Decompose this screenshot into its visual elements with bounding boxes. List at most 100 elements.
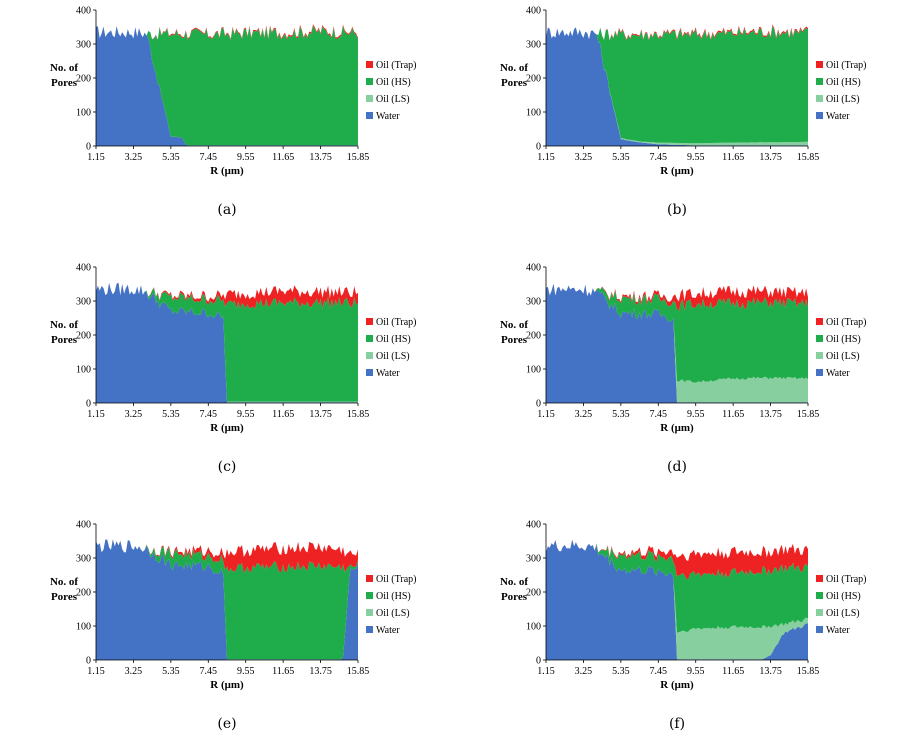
x-tick-label: 9.55	[687, 409, 705, 420]
legend-swatch-trap	[816, 318, 823, 325]
x-tick-label: 13.75	[759, 666, 782, 677]
y-tick-label: 200	[76, 74, 91, 85]
x-tick-label: 5.35	[162, 152, 180, 163]
y-tick-label: 100	[76, 365, 91, 376]
y-tick-label: 0	[536, 656, 541, 667]
y-axis-label: No. of	[50, 62, 78, 74]
y-tick-label: 300	[526, 297, 541, 308]
y-tick-label: 100	[526, 365, 541, 376]
x-tick-label: 13.75	[309, 152, 332, 163]
x-axis-label: R (μm)	[660, 165, 694, 177]
area-hs	[546, 539, 808, 633]
area-trap	[96, 539, 358, 573]
area-water	[96, 282, 358, 403]
y-axis-label: No. of	[500, 319, 528, 331]
y-tick-label: 0	[86, 656, 91, 667]
area-water	[96, 26, 358, 147]
legend-label-hs: Oil (HS)	[376, 334, 411, 345]
x-tick-label: 1.15	[537, 666, 555, 677]
panel-caption: (c)	[218, 459, 237, 475]
y-axis-label-line2: Pores	[501, 591, 528, 603]
legend-label-ls: Oil (LS)	[826, 351, 860, 362]
area-trap	[546, 539, 808, 580]
area-water	[96, 539, 358, 660]
legend-swatch-ls	[816, 352, 823, 359]
legend-swatch-ls	[366, 352, 373, 359]
legend-swatch-ls	[366, 95, 373, 102]
chart-panel-e: 0 100 200 300 400 1.15 3.25 5.35 7.45 9.55 11.65 13…	[50, 520, 417, 733]
x-axis-label: R (μm)	[210, 422, 244, 434]
legend-label-water: Water	[376, 625, 400, 636]
legend-label-hs: Oil (HS)	[376, 77, 411, 88]
y-axis-label: No. of	[50, 576, 78, 588]
x-tick-label: 13.75	[309, 666, 332, 677]
panel-caption: (b)	[667, 202, 687, 218]
panel-caption: (e)	[217, 716, 236, 732]
legend-label-trap: Oil (Trap)	[376, 60, 416, 71]
area-hs	[96, 282, 358, 402]
legend-label-hs: Oil (HS)	[376, 591, 411, 602]
x-axis-label: R (μm)	[210, 165, 244, 177]
y-axis-label-line2: Pores	[501, 77, 528, 89]
legend-label-water: Water	[826, 625, 850, 636]
y-tick-label: 400	[526, 520, 541, 531]
x-tick-label: 7.45	[200, 666, 218, 677]
legend-swatch-trap	[816, 575, 823, 582]
chart-panel-a: 0 100 200 300 400 1.15 3.25 5.35 7.45 9.55 11.65 13…	[50, 6, 417, 219]
legend-label-trap: Oil (Trap)	[826, 60, 866, 71]
x-tick-label: 11.65	[722, 409, 744, 420]
y-axis-label-line2: Pores	[501, 334, 528, 346]
legend-swatch-hs	[816, 335, 823, 342]
y-axis-label-line2: Pores	[51, 77, 78, 89]
x-tick-label: 3.25	[125, 409, 143, 420]
y-tick-label: 400	[526, 263, 541, 274]
legend-swatch-water	[366, 369, 373, 376]
legend-swatch-trap	[366, 575, 373, 582]
y-tick-label: 300	[526, 554, 541, 565]
legend-swatch-water	[816, 369, 823, 376]
x-tick-label: 11.65	[272, 152, 294, 163]
y-axis-label: No. of	[500, 576, 528, 588]
y-axis-label: No. of	[500, 62, 528, 74]
legend-label-ls: Oil (LS)	[826, 608, 860, 619]
legend-label-ls: Oil (LS)	[826, 94, 860, 105]
legend-swatch-ls	[816, 609, 823, 616]
x-tick-label: 3.25	[575, 666, 593, 677]
legend-label-water: Water	[376, 111, 400, 122]
legend-swatch-water	[366, 626, 373, 633]
area-water	[546, 539, 808, 660]
x-tick-label: 9.55	[237, 152, 255, 163]
legend-label-water: Water	[826, 368, 850, 379]
x-tick-label: 7.45	[200, 409, 218, 420]
x-tick-label: 11.65	[722, 666, 744, 677]
x-tick-label: 11.65	[272, 666, 294, 677]
y-tick-label: 200	[76, 588, 91, 599]
x-tick-label: 1.15	[87, 409, 105, 420]
y-tick-label: 0	[86, 399, 91, 410]
x-tick-label: 9.55	[687, 152, 705, 163]
legend-swatch-water	[816, 112, 823, 119]
x-tick-label: 13.75	[759, 152, 782, 163]
chart-panel-d: 0 100 200 300 400 1.15 3.25 5.35 7.45 9.55 11.65 13…	[500, 263, 867, 476]
x-tick-label: 15.85	[347, 152, 370, 163]
legend-label-hs: Oil (HS)	[826, 591, 861, 602]
x-tick-label: 15.85	[347, 666, 370, 677]
x-axis-label: R (μm)	[660, 679, 694, 691]
x-tick-label: 9.55	[237, 666, 255, 677]
y-tick-label: 200	[76, 331, 91, 342]
legend-label-trap: Oil (Trap)	[376, 317, 416, 328]
legend-label-hs: Oil (HS)	[826, 334, 861, 345]
x-tick-label: 15.85	[797, 409, 820, 420]
y-tick-label: 400	[76, 6, 91, 17]
area-ls	[546, 283, 808, 403]
legend-label-water: Water	[376, 368, 400, 379]
legend-label-hs: Oil (HS)	[826, 77, 861, 88]
legend-swatch-water	[366, 112, 373, 119]
y-tick-label: 300	[76, 554, 91, 565]
x-tick-label: 15.85	[797, 152, 820, 163]
legend-label-water: Water	[826, 111, 850, 122]
chart-panel-f: 0 100 200 300 400 1.15 3.25 5.35 7.45 9.55 11.65 13…	[500, 520, 867, 733]
x-tick-label: 5.35	[612, 666, 630, 677]
x-tick-label: 9.55	[237, 409, 255, 420]
y-tick-label: 300	[76, 297, 91, 308]
